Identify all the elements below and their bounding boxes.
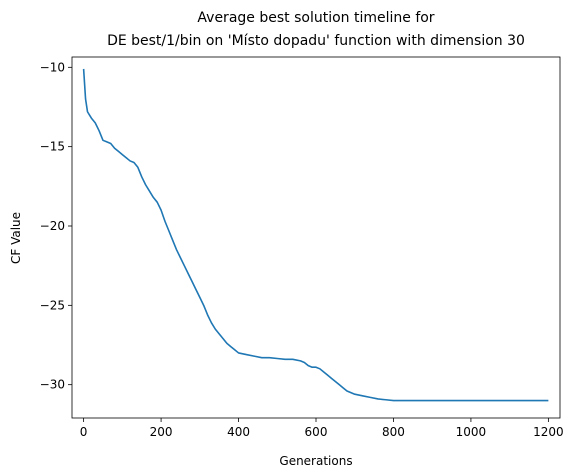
y-tick-label: −15 [40,140,65,154]
plot-area: 0 200 400 600 800 1000 1200 −10 −15 −20 −25 −30 [40,56,564,439]
x-tick-label: 1000 [456,425,487,439]
x-tick-label: 800 [382,425,405,439]
chart-title-line-1: Average best solution timeline for [197,10,434,26]
x-tick-label: 200 [150,425,173,439]
x-tick-label: 600 [305,425,328,439]
series-line-0 [82,68,549,402]
y-tick-label: −20 [40,219,65,233]
x-tick-label: 1200 [533,425,564,439]
y-axis-label: CF Value [9,212,23,264]
x-axis-label: Generations [279,454,352,468]
y-tick-label: −10 [40,60,65,74]
y-tick-label: −30 [40,378,65,392]
x-tick-label: 400 [227,425,250,439]
x-tick-label: 0 [80,425,88,439]
y-tick-label: −25 [40,298,65,312]
chart-title-line-2: DE best/1/bin on 'Místo dopadu' function… [107,33,525,49]
